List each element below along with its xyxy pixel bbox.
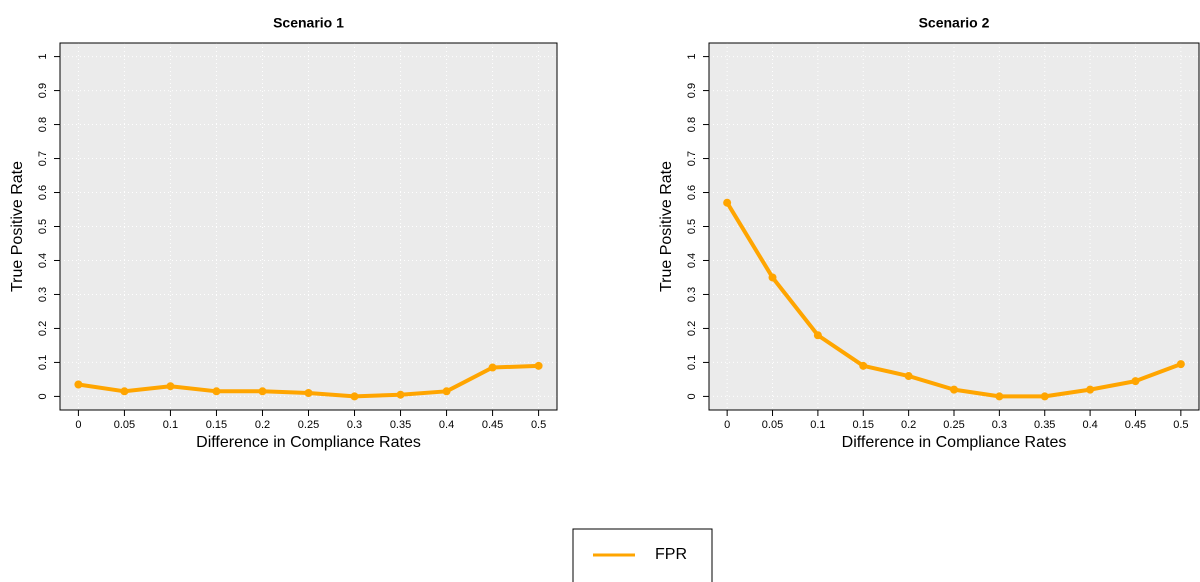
point — [1131, 377, 1140, 386]
point — [304, 389, 313, 398]
x-tick-label: 0.45 — [482, 419, 503, 431]
point — [488, 363, 497, 372]
point — [904, 372, 913, 381]
y-tick-label: 0.3 — [37, 287, 49, 302]
y-axis-label: True Positive Rate — [9, 161, 26, 292]
y-tick-label: 1 — [686, 54, 698, 60]
y-tick-label: 0 — [686, 393, 698, 399]
chart-title: Scenario 2 — [919, 15, 990, 31]
point — [859, 361, 868, 370]
y-tick-label: 0.9 — [686, 83, 698, 98]
x-tick-label: 0.05 — [762, 419, 783, 431]
y-tick-label: 0.2 — [686, 321, 698, 336]
point — [212, 387, 221, 396]
x-tick-label: 0.35 — [390, 419, 411, 431]
x-tick-label: 0.3 — [347, 419, 362, 431]
point — [1040, 392, 1049, 401]
x-tick-label: 0.15 — [206, 419, 227, 431]
point — [534, 361, 543, 370]
y-tick-label: 0.7 — [37, 151, 49, 166]
y-tick-label: 0.8 — [37, 117, 49, 132]
point — [74, 380, 83, 389]
x-tick-label: 0.25 — [298, 419, 319, 431]
x-tick-label: 0.1 — [810, 419, 825, 431]
y-tick-label: 0.5 — [686, 219, 698, 234]
point — [1176, 360, 1185, 369]
point — [723, 198, 732, 207]
point — [995, 392, 1004, 401]
y-axis-label: True Positive Rate — [658, 161, 675, 292]
y-tick-label: 0.7 — [686, 151, 698, 166]
y-tick-label: 0 — [37, 393, 49, 399]
plot-frame — [59, 42, 558, 411]
legend: FPR — [572, 528, 713, 582]
x-tick-label: 0 — [724, 419, 730, 431]
point — [258, 387, 267, 396]
x-tick-label: 0.15 — [853, 419, 874, 431]
x-tick-label: 0.5 — [531, 419, 546, 431]
point — [120, 387, 129, 396]
y-tick-label: 0.6 — [686, 185, 698, 200]
x-axis-label: Difference in Compliance Rates — [842, 434, 1067, 451]
x-tick-label: 0.4 — [1082, 419, 1097, 431]
y-tick-label: 1 — [37, 54, 49, 60]
y-tick-label: 0.9 — [37, 83, 49, 98]
x-tick-label: 0.3 — [992, 419, 1007, 431]
y-tick-label: 0.3 — [686, 287, 698, 302]
y-tick-label: 0.4 — [686, 253, 698, 268]
y-tick-label: 0.4 — [37, 253, 49, 268]
x-tick-label: 0.05 — [114, 419, 135, 431]
x-tick-label: 0.2 — [255, 419, 270, 431]
point — [442, 387, 451, 396]
point — [396, 390, 405, 399]
x-tick-label: 0 — [75, 419, 81, 431]
plot-frame — [708, 42, 1200, 411]
point — [350, 392, 359, 401]
point — [950, 385, 958, 394]
point — [1086, 385, 1095, 394]
x-tick-label: 0.1 — [163, 419, 178, 431]
chart-title: Scenario 1 — [273, 15, 344, 31]
y-tick-label: 0.2 — [37, 321, 49, 336]
x-axis-label: Difference in Compliance Rates — [196, 434, 421, 451]
y-tick-label: 0.1 — [686, 355, 698, 370]
y-tick-label: 0.5 — [37, 219, 49, 234]
point — [166, 382, 175, 391]
y-tick-label: 0.1 — [37, 355, 49, 370]
x-tick-label: 0.45 — [1125, 419, 1146, 431]
y-tick-label: 0.6 — [37, 185, 49, 200]
x-tick-label: 0.5 — [1173, 419, 1188, 431]
legend-label: FPR — [655, 546, 687, 563]
x-tick-label: 0.4 — [439, 419, 454, 431]
y-tick-label: 0.8 — [686, 117, 698, 132]
x-tick-label: 0.2 — [901, 419, 916, 431]
point — [768, 273, 777, 282]
x-tick-label: 0.25 — [943, 419, 964, 431]
point — [813, 331, 822, 340]
x-tick-label: 0.35 — [1034, 419, 1055, 431]
